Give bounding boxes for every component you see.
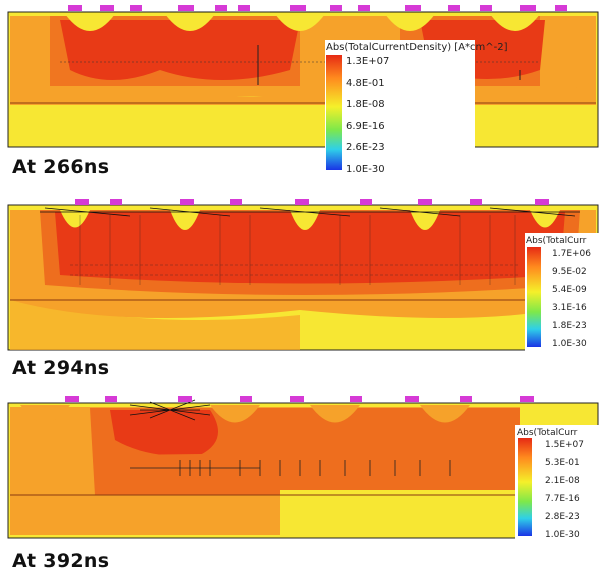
legend-colorbar [527, 247, 541, 347]
legend-title: Abs(TotalCurr [517, 428, 578, 438]
legend-value: 5.4E-09 [552, 285, 587, 295]
device-simulation-3 [7, 396, 599, 539]
legend-294ns: Abs(TotalCurr 1.7E+06 9.5E-02 5.4E-09 3.… [525, 233, 600, 351]
legend-colorbar [326, 55, 342, 170]
legend-value: 1.8E-08 [346, 99, 385, 110]
legend-value: 3.1E-16 [552, 303, 587, 313]
legend-value: 1.0E-30 [545, 530, 580, 540]
legend-title: Abs(TotalCurrentDensity) [A*cm^-2] [326, 42, 508, 53]
legend-value: 2.8E-23 [545, 512, 580, 522]
legend-value: 1.8E-23 [552, 321, 587, 331]
legend-value: 7.7E-16 [545, 494, 580, 504]
legend-value: 2.1E-08 [545, 476, 580, 486]
legend-266ns: Abs(TotalCurrentDensity) [A*cm^-2] 1.3E+… [325, 40, 508, 175]
legend-value: 5.3E-01 [545, 458, 580, 468]
caption-392ns: At 392ns [12, 550, 110, 572]
legend-title: Abs(TotalCurr [526, 236, 587, 246]
legend-value: 1.0E-30 [346, 164, 385, 175]
caption-294ns: At 294ns [12, 357, 110, 379]
legend-value: 9.5E-02 [552, 267, 587, 277]
caption-266ns: At 266ns [12, 156, 110, 178]
device-simulation-2 [7, 199, 599, 351]
legend-value: 1.3E+07 [346, 56, 389, 67]
device-simulation-1 [7, 5, 599, 148]
legend-value: 1.5E+07 [545, 440, 584, 450]
legend-value: 6.9E-16 [346, 121, 385, 132]
legend-value: 2.6E-23 [346, 142, 385, 153]
legend-value: 1.0E-30 [552, 339, 587, 349]
legend-value: 4.8E-01 [346, 78, 385, 89]
legend-392ns: Abs(TotalCurr 1.5E+07 5.3E-01 2.1E-08 7.… [515, 425, 600, 540]
legend-colorbar [518, 438, 532, 536]
legend-value: 1.7E+06 [552, 249, 591, 259]
